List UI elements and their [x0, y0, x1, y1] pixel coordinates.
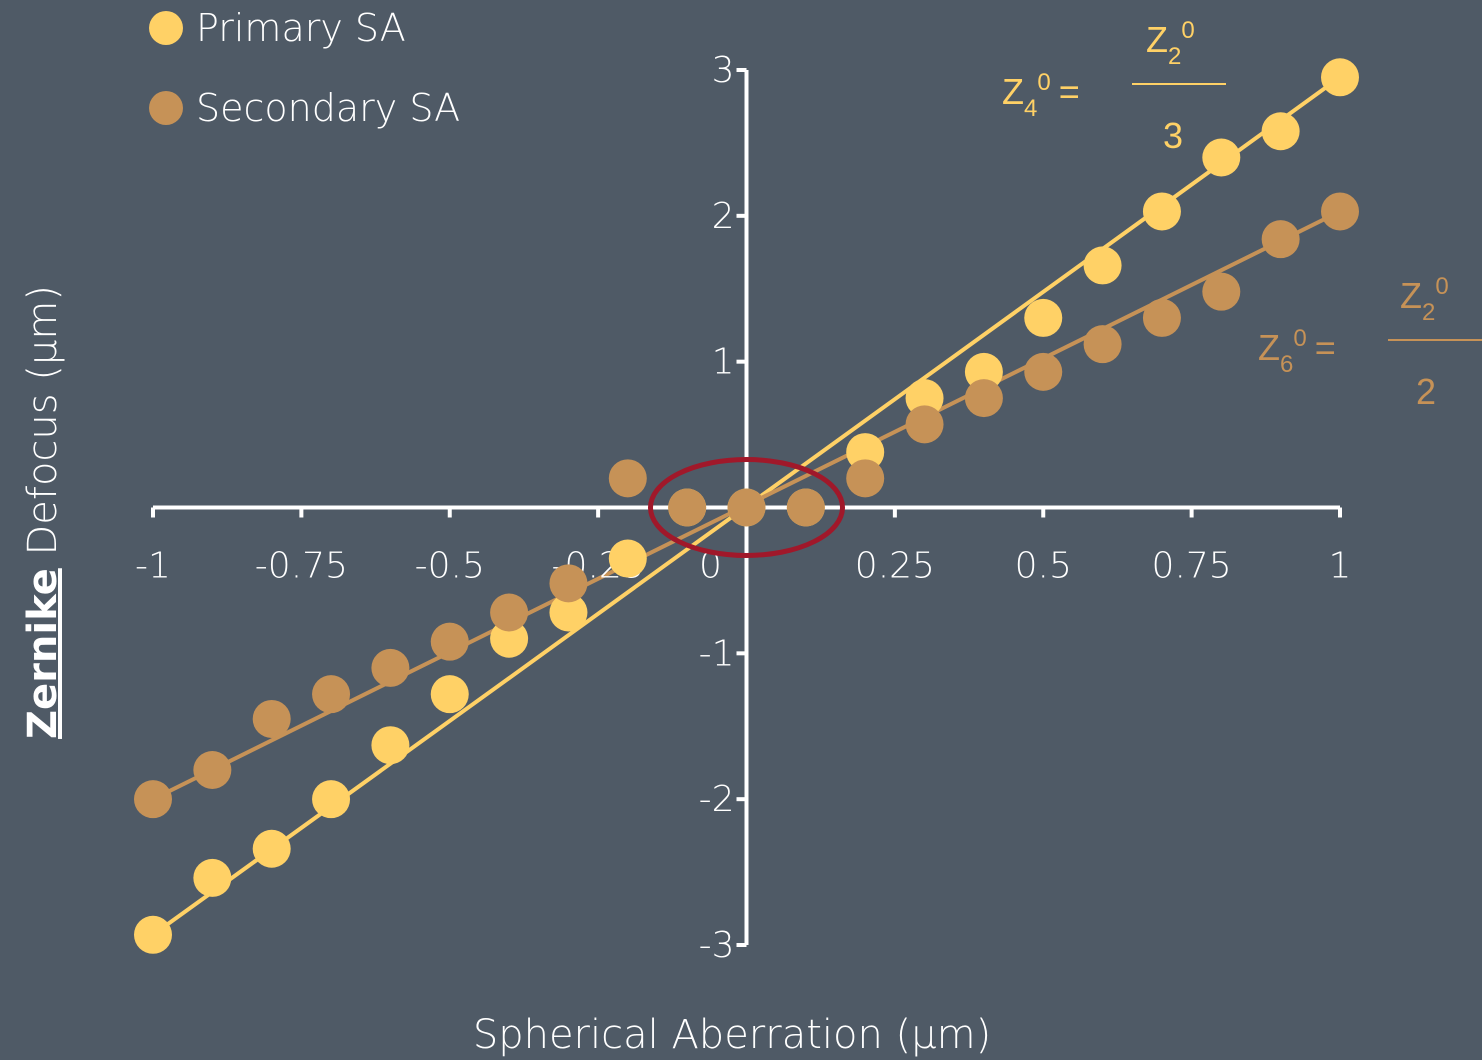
eq-primary-lhs-base: Z: [1002, 71, 1024, 112]
point-secondary-sa: [786, 488, 825, 527]
eq-secondary-num-sub: 2: [1422, 299, 1435, 326]
x-tick-label: -0.75: [255, 546, 348, 587]
y-tick-label: -2: [699, 779, 735, 820]
eq-secondary-lhs-sub: 6: [1280, 351, 1293, 378]
point-primary-sa: [134, 915, 172, 954]
point-secondary-sa: [846, 459, 885, 498]
point-secondary-sa: [905, 405, 944, 444]
eq-secondary-num-base: Z: [1400, 275, 1422, 316]
point-primary-sa: [1024, 298, 1063, 337]
point-secondary-sa: [1321, 192, 1359, 231]
eq-secondary-lhs-base: Z: [1258, 327, 1280, 368]
point-primary-sa: [312, 780, 351, 819]
x-tick-label: 0.5: [1015, 546, 1072, 587]
eq-primary-num-sup: 0: [1181, 17, 1194, 44]
point-secondary-sa: [668, 488, 707, 527]
svg-text:Z20: Z20: [1400, 273, 1449, 326]
eq-primary-lhs-sup: 0: [1037, 69, 1050, 96]
point-secondary-sa: [1202, 272, 1241, 311]
point-primary-sa: [905, 379, 944, 418]
eq-primary-equals: =: [1059, 71, 1080, 112]
point-secondary-sa: [252, 699, 291, 738]
eq-primary-num-sub: 2: [1168, 43, 1181, 70]
point-primary-sa: [1083, 246, 1122, 285]
point-primary-sa: [252, 829, 291, 868]
x-tick-label: -0.5: [415, 546, 485, 587]
point-primary-sa: [430, 675, 469, 714]
data-points: [134, 58, 1359, 954]
point-secondary-sa: [549, 564, 588, 603]
legend: Primary SA Secondary SA: [149, 6, 460, 130]
x-tick-label: 0.25: [855, 546, 935, 587]
y-tick-label: 1: [712, 342, 735, 383]
point-secondary-sa: [964, 379, 1003, 418]
point-secondary-sa: [1024, 352, 1063, 391]
eq-primary-num-base: Z: [1146, 19, 1168, 60]
x-tick-label: -1: [135, 546, 171, 587]
svg-text:Z20: Z20: [1146, 17, 1195, 70]
point-secondary-sa: [1083, 325, 1122, 364]
eq-secondary-num-sup: 0: [1435, 273, 1448, 300]
point-secondary-sa: [1261, 220, 1300, 259]
point-secondary-sa: [134, 780, 172, 819]
legend-label-secondary-sa: Secondary SA: [196, 86, 460, 130]
y-tick-label: -3: [699, 925, 735, 966]
y-axis-title: Zernike Defocus (μm): [20, 285, 66, 739]
y-axis-title-underlined: Zernike: [20, 568, 66, 739]
point-primary-sa: [371, 726, 410, 765]
x-axis-title: Spherical Aberration (μm): [473, 1012, 991, 1058]
y-ticks: 3 2 1 -1 -2 -3: [699, 50, 747, 966]
eq-primary-lhs-sub: 4: [1024, 95, 1037, 122]
eq-secondary-denominator: 2: [1416, 371, 1436, 412]
point-secondary-sa: [430, 622, 469, 661]
y-tick-label: 2: [712, 196, 735, 237]
point-primary-sa: [1261, 112, 1300, 151]
svg-text:Z40=: Z40 =: [1002, 69, 1080, 122]
x-tick-label: 0: [699, 546, 722, 587]
point-secondary-sa: [608, 459, 647, 498]
point-primary-sa: [549, 593, 588, 632]
point-primary-sa: [846, 433, 885, 472]
point-secondary-sa: [193, 751, 232, 789]
y-axis-title-rest: Defocus (μm): [20, 285, 66, 568]
eq-secondary-equals: =: [1315, 327, 1336, 368]
point-primary-sa: [490, 619, 529, 658]
point-secondary-sa: [312, 675, 351, 714]
point-primary-sa: [193, 858, 232, 897]
point-secondary-sa: [727, 488, 766, 527]
x-tick-label: 0.75: [1152, 546, 1232, 587]
zero-region-highlight-ellipse: [648, 457, 845, 558]
point-primary-sa: [964, 352, 1003, 391]
point-primary-sa: [1142, 192, 1181, 231]
equation-secondary: Z60 = Z20 2: [1258, 273, 1482, 412]
legend-label-primary-sa: Primary SA: [196, 6, 406, 50]
point-primary-sa: [1321, 58, 1359, 97]
point-primary-sa: [608, 539, 647, 578]
point-secondary-sa: [371, 648, 410, 687]
equation-primary: Z40 = Z20 3: [1002, 17, 1226, 156]
y-tick-label: -1: [699, 633, 735, 674]
svg-text:Z60=: Z60 =: [1258, 325, 1336, 378]
point-primary-sa: [1202, 138, 1241, 177]
legend-marker-primary-sa: [149, 11, 183, 45]
point-secondary-sa: [490, 593, 529, 632]
legend-marker-secondary-sa: [149, 91, 183, 125]
eq-secondary-lhs-sup: 0: [1293, 325, 1306, 352]
point-secondary-sa: [1142, 298, 1181, 337]
x-tick-label: 1: [1329, 546, 1352, 587]
eq-primary-denominator: 3: [1163, 115, 1183, 156]
y-tick-label: 3: [712, 50, 735, 91]
